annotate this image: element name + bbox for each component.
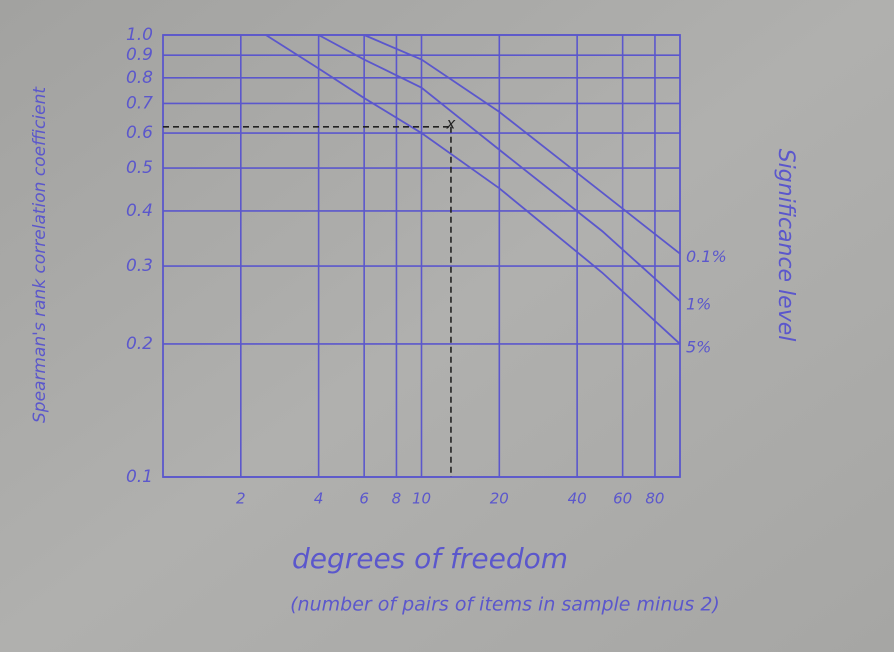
x-tick-label: 10 [412, 490, 431, 508]
x-tick-label: 2 [236, 490, 246, 508]
y-tick-label: 0.3 [126, 256, 153, 276]
x-tick-label: 60 [613, 490, 632, 508]
x-tick-label: 6 [359, 490, 369, 508]
legend-title: Significance level [773, 149, 798, 342]
y-tick-label: 0.9 [126, 45, 153, 65]
x-axis-label: degrees of freedom [292, 542, 568, 575]
y-tick-label: 0.5 [126, 158, 153, 178]
y-tick-label: 0.6 [126, 123, 153, 143]
chart: Spearman's rank correlation coefficient … [0, 0, 894, 652]
y-tick-label: 0.2 [126, 334, 153, 354]
y-tick-label: 0.7 [126, 93, 153, 113]
x-tick-label: 20 [490, 490, 509, 508]
x-tick-label: 40 [568, 490, 587, 508]
legend-label: 1% [686, 295, 711, 314]
legend-label: 5% [686, 337, 711, 356]
marker-label: x [446, 114, 456, 132]
y-axis-label: Spearman's rank correlation coefficient [30, 86, 50, 423]
x-tick-label: 8 [392, 490, 402, 508]
x-axis-sublabel: (number of pairs of items in sample minu… [290, 594, 720, 616]
x-tick-label: 4 [314, 490, 324, 508]
y-tick-label: 0.4 [126, 201, 153, 221]
y-tick-label: 0.8 [126, 68, 153, 88]
x-tick-label: 80 [645, 490, 664, 508]
legend-label: 0.1% [686, 247, 727, 266]
y-tick-label: 1.0 [126, 25, 153, 45]
y-tick-label: 0.1 [126, 467, 153, 487]
